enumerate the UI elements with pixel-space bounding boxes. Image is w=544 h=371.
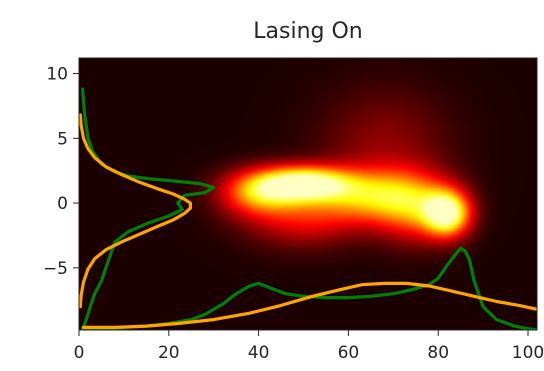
vertical-projection-line-1 <box>79 113 192 309</box>
chart-title: Lasing On <box>253 19 362 44</box>
x-tick-label: 60 <box>338 343 360 363</box>
x-tick-label: 20 <box>158 343 180 363</box>
x-tick-label: 100 <box>512 343 544 363</box>
y-tick-label: 5 <box>57 129 68 149</box>
horizontal-projection-line-3 <box>81 281 537 329</box>
horizontal-projection-line-2 <box>81 246 537 330</box>
plot-frame <box>78 57 538 331</box>
x-tick-label: 40 <box>248 343 270 363</box>
x-tick-label: 80 <box>427 343 449 363</box>
y-tick-label: 0 <box>57 194 68 214</box>
y-tick-label: 10 <box>46 65 68 85</box>
heatmap-image <box>79 58 537 330</box>
x-tick-label: 0 <box>74 343 85 363</box>
y-tick-label: −5 <box>43 259 68 279</box>
